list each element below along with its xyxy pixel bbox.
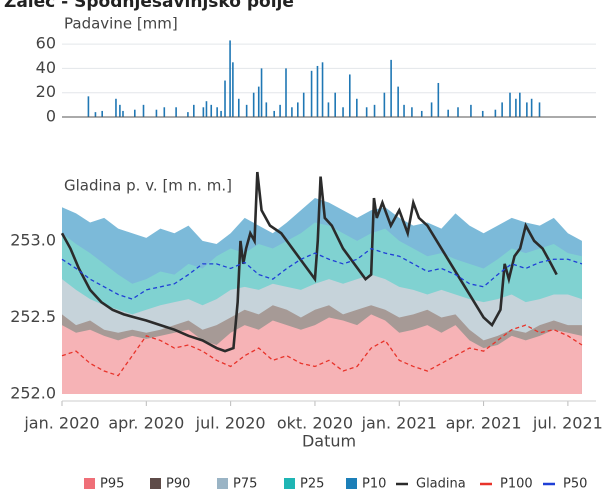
precip-bar [205, 101, 208, 117]
precip-bar [457, 107, 459, 117]
precip-bar [257, 86, 260, 117]
precip-bar [447, 109, 449, 117]
precip-bar [279, 104, 281, 117]
precip-bar [519, 92, 521, 117]
precip-bar [273, 110, 275, 117]
y-tick-label: 252.0 [10, 384, 56, 403]
precip-bar [260, 68, 263, 117]
x-tick-label: apr. 2020 [108, 414, 184, 433]
precip-bar [119, 104, 121, 117]
precip-bar [530, 98, 533, 117]
precip-bar [291, 107, 293, 117]
legend-swatch[interactable] [217, 478, 228, 489]
precip-bar [187, 112, 189, 117]
precip-bar [210, 104, 213, 117]
precip-bar [397, 86, 399, 117]
y-tick-label: 252.5 [10, 307, 56, 326]
precip-bar [321, 62, 324, 117]
percentile-line [61, 247, 583, 300]
y-tick-label: 60 [36, 34, 56, 53]
precip-bar [302, 92, 305, 117]
precip-bar [265, 102, 268, 117]
precip-bar [101, 110, 103, 117]
legend-swatch[interactable] [284, 478, 295, 489]
precip-bar [383, 92, 386, 117]
legend-label[interactable]: P50 [563, 477, 587, 492]
precip-bar [494, 109, 497, 117]
legend-swatch[interactable] [84, 478, 95, 489]
legend-swatch[interactable] [150, 478, 161, 489]
x-axis-label: Datum [302, 432, 356, 451]
x-tick-label: jan. 2020 [23, 414, 99, 433]
y-tick-label: 40 [36, 58, 56, 77]
legend-label[interactable]: P100 [500, 477, 533, 492]
precip-bar [515, 98, 517, 117]
precip-bar [285, 68, 287, 117]
x-tick-label: jul. 2020 [195, 414, 266, 433]
precip-bar [310, 70, 313, 117]
legend-label[interactable]: P95 [100, 477, 124, 492]
precip-bar [526, 102, 528, 117]
precip-bar [420, 110, 423, 117]
precip-bar [481, 110, 484, 117]
precip-bar [87, 96, 90, 117]
precip-bar [373, 104, 376, 117]
precip-bar [342, 107, 344, 117]
legend-label[interactable]: Gladina [416, 477, 466, 492]
legend-label[interactable]: P25 [300, 477, 324, 492]
y-tick-label: 0 [46, 107, 56, 126]
precip-bar [94, 112, 97, 117]
precip-bar [430, 102, 433, 117]
precip-bar [327, 102, 330, 117]
precip-bar [155, 109, 158, 117]
precip-bar [216, 107, 218, 117]
precip-bar [501, 102, 503, 117]
precip-bar [133, 109, 136, 117]
legend-label[interactable]: P90 [166, 477, 190, 492]
precip-bar [232, 62, 234, 117]
precip-bar [202, 107, 205, 117]
precip-bar [237, 98, 240, 117]
panel-subtitle: Gladina p. v. [m n. m.] [64, 177, 232, 195]
precip-bar [411, 107, 413, 117]
precip-bar [245, 104, 248, 117]
level-line [60, 171, 558, 353]
precip-bar [229, 40, 231, 117]
percentile-band [62, 314, 582, 394]
precip-bar [390, 59, 392, 117]
precip-bar [509, 92, 511, 117]
legend-label[interactable]: P10 [362, 477, 386, 492]
legend-swatch[interactable] [346, 478, 357, 489]
y-tick-label: 20 [36, 82, 56, 101]
precip-bar [142, 104, 145, 117]
x-tick-label: jul. 2021 [532, 414, 603, 433]
precip-bar [224, 80, 226, 117]
precip-bar [348, 74, 351, 117]
precip-bar [437, 82, 440, 117]
precip-bar [365, 107, 368, 117]
precip-bar [193, 104, 195, 117]
legend-label[interactable]: P75 [233, 477, 257, 492]
x-tick-label: apr. 2021 [446, 414, 522, 433]
precip-bar [538, 102, 541, 117]
x-tick-label: jan. 2021 [361, 414, 437, 433]
precip-bar [252, 92, 255, 117]
precip-bar [163, 107, 166, 117]
precip-bar [122, 110, 124, 117]
precip-bar [297, 102, 299, 117]
precip-bar [403, 104, 405, 117]
percentile-line [61, 324, 583, 377]
precip-bar [470, 104, 472, 117]
precip-bar [316, 65, 319, 117]
y-tick-label: 253.0 [10, 230, 56, 249]
page-title: Žalec - Spodnjesavinjsko polje [4, 0, 294, 12]
panel-subtitle: Padavine [mm] [64, 15, 178, 33]
precip-bar [334, 92, 336, 117]
precip-bar [175, 107, 177, 117]
precip-bar [356, 98, 358, 117]
x-tick-label: okt. 2020 [277, 414, 353, 433]
precip-bar [220, 110, 222, 117]
precip-bar [115, 98, 117, 117]
